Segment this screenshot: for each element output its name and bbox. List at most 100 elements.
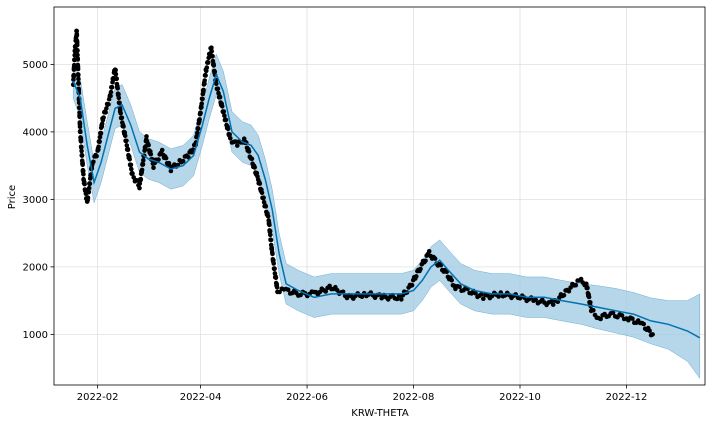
observed-point <box>79 153 85 158</box>
observed-point <box>235 143 240 148</box>
observed-point <box>228 135 233 141</box>
observed-point <box>195 130 200 136</box>
observed-point <box>125 147 131 153</box>
observed-point <box>77 114 82 120</box>
observed-point <box>122 133 128 138</box>
observed-point <box>156 157 161 162</box>
forecast-series <box>72 72 701 339</box>
observed-point <box>566 288 572 294</box>
observed-point <box>148 151 154 157</box>
observed-point <box>268 237 274 243</box>
observed-point <box>418 266 423 272</box>
observed-point <box>85 195 91 200</box>
observed-point <box>146 142 151 148</box>
observed-point <box>113 67 118 73</box>
observed-point <box>75 48 80 53</box>
observed-point <box>74 42 80 48</box>
observed-point <box>481 296 486 302</box>
observed-point <box>75 52 80 58</box>
observed-point <box>75 66 81 72</box>
observed-point <box>409 282 415 288</box>
observed-point <box>215 86 221 91</box>
observed-point <box>76 81 81 86</box>
observed-point <box>118 107 123 112</box>
observed-point <box>86 189 92 195</box>
observed-point <box>108 93 113 99</box>
observed-point <box>263 204 269 209</box>
observed-point <box>268 232 273 238</box>
observed-point <box>222 113 227 118</box>
observed-point <box>573 282 579 288</box>
observed-point <box>116 95 122 101</box>
observed-point <box>550 302 556 307</box>
observed-point <box>219 104 225 109</box>
observed-point <box>578 276 584 282</box>
observed-point <box>457 284 462 290</box>
observed-point <box>77 121 83 126</box>
forecast-line <box>72 72 701 339</box>
observed-point <box>94 153 99 159</box>
observed-point <box>109 85 115 90</box>
x-axis-ticks: 2022-02 2022-04 2022-06 2022-08 2022-10 2022-… <box>77 385 647 403</box>
observed-point <box>203 73 208 78</box>
observed-point <box>496 294 501 299</box>
observed-point <box>80 168 86 173</box>
observed-point <box>598 316 603 322</box>
observed-point <box>647 328 652 334</box>
observed-point <box>423 258 428 264</box>
observed-point <box>87 181 93 186</box>
y-axis-label: Price <box>7 185 18 209</box>
observed-point <box>117 100 122 106</box>
y-tick-label: 4000 <box>23 127 48 138</box>
observed-point <box>199 105 204 110</box>
observed-point <box>210 53 215 59</box>
observed-point <box>144 134 149 139</box>
observed-point <box>285 287 291 293</box>
observed-point <box>214 81 219 86</box>
observed-point <box>209 49 214 54</box>
observed-point <box>119 115 125 121</box>
observed-point <box>163 155 169 161</box>
observed-point <box>399 297 404 302</box>
observed-point <box>257 181 263 186</box>
x-tick-label: 2022-10 <box>499 392 541 403</box>
observed-point <box>209 45 214 50</box>
observed-point <box>116 91 121 97</box>
observed-point <box>610 310 616 316</box>
y-axis-ticks: 1000 2000 3000 4000 5000 <box>23 60 54 341</box>
observed-point <box>432 256 438 261</box>
observed-point <box>586 294 592 300</box>
observed-point <box>568 285 573 290</box>
observed-point <box>211 63 217 68</box>
observed-point <box>261 195 266 200</box>
observed-point <box>641 321 646 327</box>
observed-point <box>340 289 346 295</box>
observed-point <box>223 117 229 123</box>
observed-point <box>533 297 538 303</box>
observed-point <box>190 147 196 152</box>
observed-point <box>168 168 174 174</box>
observed-point <box>140 162 146 167</box>
observed-point <box>180 158 186 164</box>
observed-point <box>201 87 206 93</box>
observed-point <box>74 33 80 38</box>
observed-point <box>323 289 329 294</box>
observed-point <box>114 76 119 82</box>
observed-point <box>151 165 156 171</box>
observed-point <box>159 147 165 153</box>
observed-point <box>252 165 257 170</box>
observed-point <box>202 78 207 83</box>
observed-point <box>394 296 400 302</box>
observed-point <box>80 162 85 167</box>
observed-point <box>414 274 419 279</box>
x-tick-label: 2022-02 <box>77 392 119 403</box>
observed-point <box>630 316 635 321</box>
observed-point <box>619 313 625 318</box>
observed-point <box>139 167 145 173</box>
observed-point <box>277 289 282 295</box>
observed-point <box>449 277 455 283</box>
observed-point <box>76 76 81 82</box>
observed-point <box>359 294 365 300</box>
observed-point <box>86 185 92 191</box>
